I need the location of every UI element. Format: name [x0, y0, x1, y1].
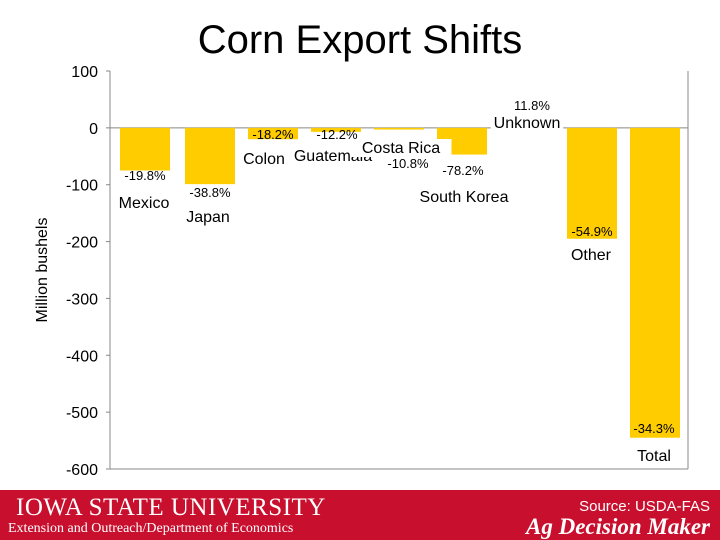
category-label: Mexico [119, 195, 170, 212]
data-label: -18.2% [252, 127, 294, 142]
y-tick-label: -400 [66, 348, 98, 365]
chart-title: Corn Export Shifts [197, 18, 523, 62]
bar-other [567, 127, 617, 239]
university-logo-text: IOWA STATE UNIVERSITY [16, 494, 326, 521]
footer-bar [0, 490, 720, 540]
category-label: Colon [243, 151, 285, 168]
y-axis-label: Million bushels [34, 218, 51, 323]
category-label: Total [637, 448, 671, 465]
extension-text: Extension and Outreach/Department of Eco… [8, 521, 294, 536]
bar-mexico [120, 127, 170, 171]
category-label-bg [490, 114, 564, 132]
label-layer: -19.8% Mexico -38.8% Japan -18.2% Colon -12.2%… [112, 98, 681, 465]
y-tick-label: 100 [71, 64, 98, 81]
y-tick-label: -200 [66, 235, 98, 252]
data-label: -54.9% [571, 224, 613, 239]
category-label: Other [571, 247, 612, 264]
axis-layer: 100 0 -100 -200 -300 -400 -500 -600 Million bush… [34, 64, 689, 479]
category-label-bg [564, 246, 618, 264]
y-tick-label: -100 [66, 178, 98, 195]
category-label-bg [627, 447, 681, 465]
data-label-bg [382, 156, 434, 171]
data-label-bg [510, 98, 554, 113]
category-label: Japan [186, 209, 230, 226]
category-label-bg [112, 194, 176, 212]
data-label: 11.8% [514, 98, 550, 113]
category-label: Unknown [494, 115, 561, 132]
y-tick-label: -600 [66, 462, 98, 479]
bar-japan [185, 127, 235, 185]
category-label-bg [408, 188, 520, 206]
y-tick-label: -500 [66, 405, 98, 422]
source-text: Source: USDA-FAS [579, 498, 710, 515]
category-label: Costa Rica [362, 140, 440, 157]
data-label: -78.2% [442, 163, 484, 178]
data-label: -12.2% [316, 127, 358, 142]
bar-layer [120, 126, 680, 438]
category-label-bg [181, 208, 235, 226]
bar-costa-rica [374, 127, 424, 130]
y-tick-label: -300 [66, 291, 98, 308]
bar-guatemala [311, 127, 361, 132]
y-tick-label: 0 [89, 121, 98, 138]
data-label: -38.8% [189, 185, 231, 200]
bar-total [630, 127, 680, 438]
brand-logo-text: Ag Decision Maker [526, 514, 710, 539]
data-label: -10.8% [387, 156, 429, 171]
bar-colon [248, 127, 298, 140]
data-label: -34.3% [633, 421, 675, 436]
category-label-bg [350, 139, 452, 157]
chart: 100 0 -100 -200 -300 -400 -500 -600 Million bush… [34, 64, 689, 479]
category-label: South Korea [420, 189, 509, 206]
data-label: -19.8% [124, 168, 166, 183]
category-label-bg [237, 150, 291, 168]
